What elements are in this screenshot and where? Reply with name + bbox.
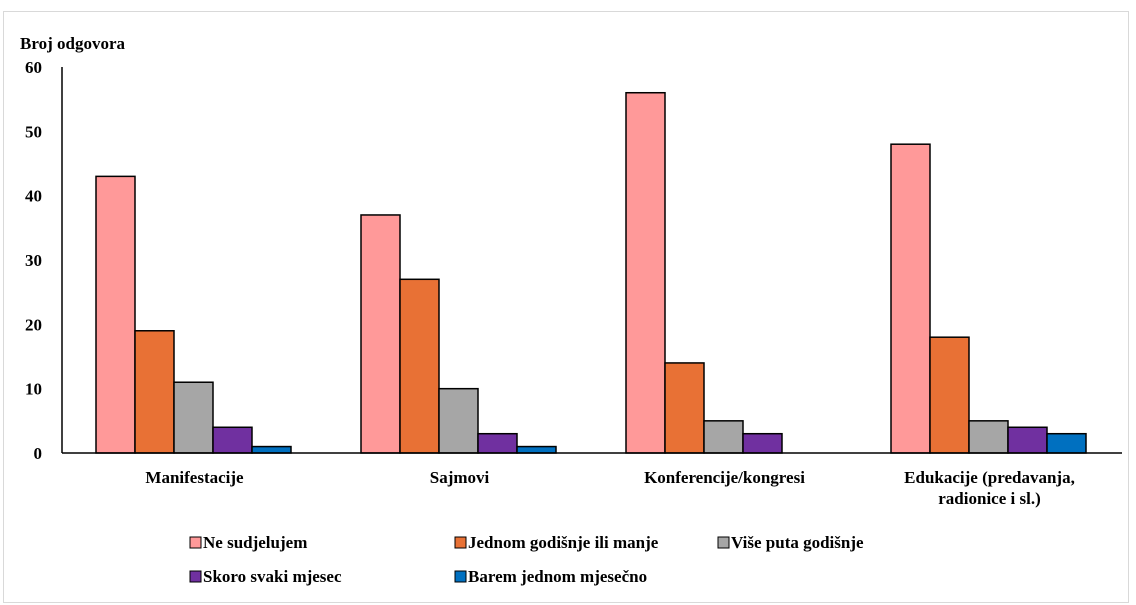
bar — [516, 445, 557, 454]
y-tick-label: 40 — [25, 187, 42, 206]
chart-frame — [3, 11, 1129, 603]
bar — [399, 278, 440, 454]
y-tick-label: 0 — [34, 444, 43, 463]
bar — [664, 362, 705, 454]
y-tick-label: 50 — [25, 122, 42, 141]
bar — [95, 175, 136, 454]
bar — [134, 330, 175, 454]
legend-swatch — [454, 536, 467, 549]
x-tick-label: Manifestacije — [145, 468, 244, 487]
x-tick-label: Edukacije (predavanja, radionice i sl.) — [904, 468, 1075, 508]
legend-label: Više puta godišnje — [731, 533, 864, 552]
bar — [438, 387, 479, 454]
x-tick-label: Sajmovi — [430, 468, 490, 487]
y-tick-label: 30 — [25, 251, 42, 270]
legend-swatch — [454, 570, 467, 583]
legend-label: Jednom godišnje ili manje — [468, 533, 659, 552]
bar — [360, 214, 401, 454]
bar — [890, 143, 931, 454]
legend-swatch — [717, 536, 730, 549]
bar — [173, 381, 214, 454]
legend-label: Ne sudjelujem — [203, 533, 307, 552]
legend-swatch — [189, 536, 202, 549]
x-tick-label: Konferencije/kongresi — [644, 468, 805, 487]
y-tick-label: 10 — [25, 380, 42, 399]
bar — [742, 432, 783, 454]
bar — [703, 420, 744, 454]
y-tick-label: 20 — [25, 315, 42, 334]
bar — [1046, 432, 1087, 454]
y-axis-ticks: 0 10 20 30 40 50 60 — [25, 58, 42, 463]
legend-swatch — [189, 570, 202, 583]
bar — [1007, 426, 1048, 454]
legend-label: Skoro svaki mjesec — [203, 567, 342, 586]
bar — [477, 432, 518, 454]
bar — [929, 336, 970, 454]
axes — [61, 67, 1122, 454]
bar — [968, 420, 1009, 454]
bar — [625, 91, 666, 454]
bar — [212, 426, 253, 454]
y-axis-label: Broj odgovora — [20, 34, 125, 53]
bars — [95, 91, 1087, 454]
x-axis-ticks: Manifestacije Sajmovi Konferencije/kongres… — [145, 468, 1074, 508]
legend: Ne sudjelujem Jednom godišnje ili manje Vi… — [189, 533, 864, 586]
legend-label: Barem jednom mjesečno — [468, 567, 647, 586]
y-tick-label: 60 — [25, 58, 42, 77]
bar — [251, 445, 292, 454]
